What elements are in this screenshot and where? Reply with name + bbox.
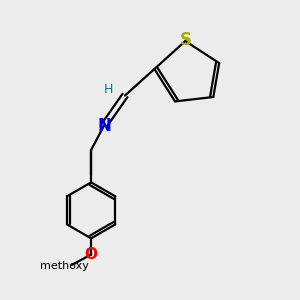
Text: H: H: [104, 83, 113, 96]
Text: N: N: [98, 117, 111, 135]
Text: S: S: [179, 31, 191, 49]
Text: O: O: [85, 247, 98, 262]
Text: methoxy: methoxy: [40, 261, 89, 271]
